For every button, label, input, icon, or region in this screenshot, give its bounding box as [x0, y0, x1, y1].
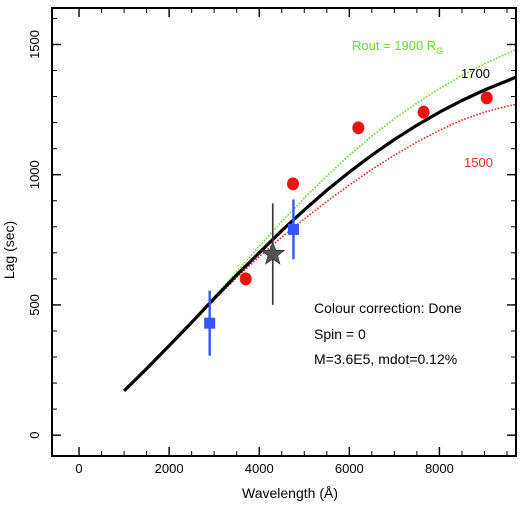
y-tick-label: 1000	[27, 160, 42, 189]
x-axis-title: Wavelength (Å)	[242, 485, 338, 501]
plot-frame	[51, 7, 517, 457]
curve-label-1900-sub: G	[436, 46, 443, 56]
annotation-mass-mdot: M=3.6E5, mdot=0.12%	[314, 351, 457, 367]
x-tick-label: 4000	[245, 461, 274, 476]
red-data-point	[417, 105, 430, 119]
x-tick-label: 8000	[425, 461, 454, 476]
x-tick-label: 0	[75, 461, 82, 476]
star-data-point	[260, 240, 286, 265]
annotation-spin: Spin = 0	[314, 326, 366, 342]
red-data-point	[287, 177, 300, 191]
annotation-colour-correction: Colour correction: Done	[314, 300, 462, 316]
blue-data-point	[204, 317, 216, 329]
red-data-point	[352, 121, 365, 135]
curve-label-1700: 1700	[461, 66, 490, 81]
y-tick-label: 500	[27, 294, 42, 316]
axes: 0 2000 4000 6000 8000 0 500 1000 1500	[27, 7, 517, 476]
series-line-1700	[122, 75, 517, 393]
curve-label-1500: 1500	[464, 155, 493, 170]
x-tick-label: 6000	[335, 461, 364, 476]
curve-label-1900: Rout = 1900 RG	[352, 38, 443, 56]
x-tick-label: 2000	[155, 461, 184, 476]
red-data-point	[480, 91, 493, 105]
curve-label-1900-main: Rout = 1900 R	[352, 38, 436, 53]
y-axis-title: Lag (sec)	[1, 221, 17, 279]
series-line-1500	[123, 103, 517, 392]
plot-area	[122, 48, 517, 393]
y-tick-label: 0	[27, 432, 42, 439]
y-tick-label: 1500	[27, 30, 42, 59]
red-data-point	[239, 272, 252, 286]
blue-data-point	[287, 223, 299, 235]
